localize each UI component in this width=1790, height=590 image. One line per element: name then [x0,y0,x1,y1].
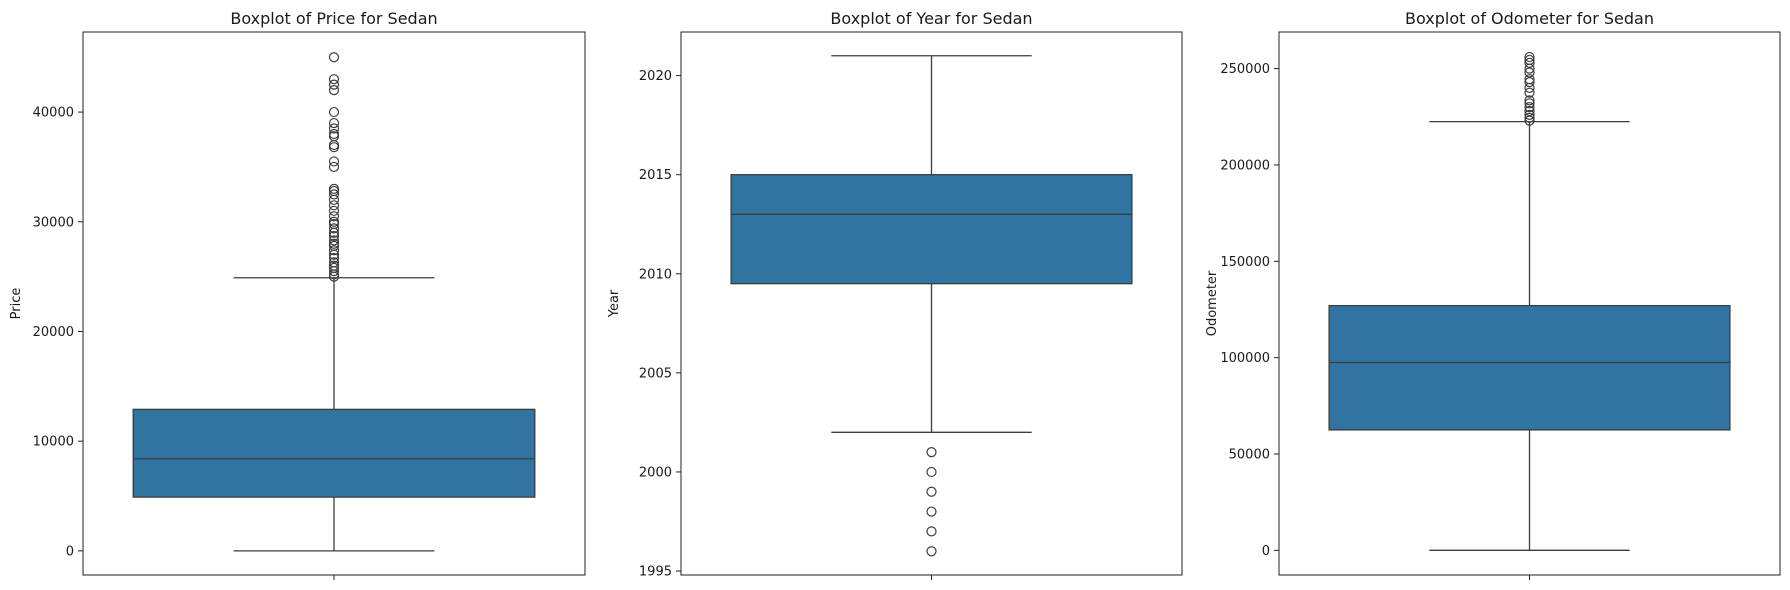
chart-title: Boxplot of Year for Sedan [830,9,1032,28]
y-tick-label: 100000 [1220,351,1270,366]
outlier-point [328,117,340,129]
y-tick-label: 1995 [639,565,672,580]
y-tick-label: 200000 [1220,158,1270,173]
outlier-point [328,128,340,140]
y-tick-label: 2010 [639,267,672,282]
outlier-point [1524,74,1535,85]
outlier-point [328,123,340,134]
outlier-point [926,506,937,517]
outlier-point [328,189,340,200]
y-tick-label: 2020 [639,69,672,84]
outlier-point [1524,76,1535,88]
y-axis-label: Price [9,288,24,320]
y-tick-label: 0 [66,544,74,559]
outlier-point [328,252,340,264]
outlier-point [1524,102,1535,113]
outlier-point [926,486,937,497]
outlier-point [1524,51,1535,63]
outlier-point [926,466,937,478]
outlier-point [328,74,340,85]
axes-frame [82,31,586,576]
outlier-point [328,235,340,246]
y-axis-label: Odometer [1205,270,1220,336]
iqr-box [730,174,1133,285]
outlier-point [1524,115,1535,126]
outlier-point [328,245,340,256]
outlier-point [1524,54,1535,66]
y-tick-label: 30000 [33,215,74,230]
y-tick-label: 10000 [33,435,74,450]
axes-frame [1278,31,1781,576]
outlier-point [328,223,340,234]
chart-panel-1: Boxplot of Price for Sedan Price 0 10000 200… [9,9,586,580]
y-tick-label: 150000 [1220,255,1270,270]
outlier-point [328,238,340,249]
y-axis-label: Year [607,289,622,318]
outlier-point [328,200,340,211]
outlier-point [328,142,340,153]
outlier-point [328,183,340,194]
outlier-point [328,156,340,167]
y-tick-label: 2005 [639,366,672,381]
outlier-point [926,546,937,557]
chart-title: Boxplot of Odometer for Sedan [1405,9,1654,28]
outlier-point [328,79,340,90]
y-tick-label: 40000 [33,106,74,121]
outlier-point [328,211,340,222]
outlier-point [1524,57,1535,68]
outlier-point [328,230,340,242]
outlier-point [328,205,340,216]
outlier-point [328,257,340,268]
outlier-point [328,216,340,227]
y-tick-label: 20000 [33,325,74,340]
y-tick-label: 2000 [639,465,672,480]
chart-title: Boxplot of Price for Sedan [230,9,437,28]
outlier-point [328,260,340,271]
outlier-point [328,106,340,118]
outlier-point [328,161,340,173]
y-tick-label: 2015 [639,168,672,183]
outlier-point [1524,87,1535,98]
outlier-point [328,85,340,96]
outlier-point [1524,109,1535,120]
outlier-point [328,52,340,63]
y-tick-label: 50000 [1229,447,1270,462]
axes-frame [680,31,1183,576]
iqr-box [132,408,536,498]
outlier-point [926,447,937,458]
outlier-point [1524,112,1535,123]
chart-panel-3: Boxplot of Odometer for Sedan Odometer 0 50… [1205,9,1781,580]
outlier-point [1524,105,1535,117]
chart-panel-2: Boxplot of Year for Sedan Year 1995 2000 200… [607,9,1183,580]
y-tick-label: 0 [1262,544,1270,559]
y-tick-label: 250000 [1220,62,1270,77]
iqr-box [1328,304,1731,431]
outlier-point [1524,67,1535,78]
outlier-point [1524,98,1535,109]
outlier-point [926,526,937,537]
outlier-point [328,139,340,151]
outlier-point [1524,95,1535,106]
